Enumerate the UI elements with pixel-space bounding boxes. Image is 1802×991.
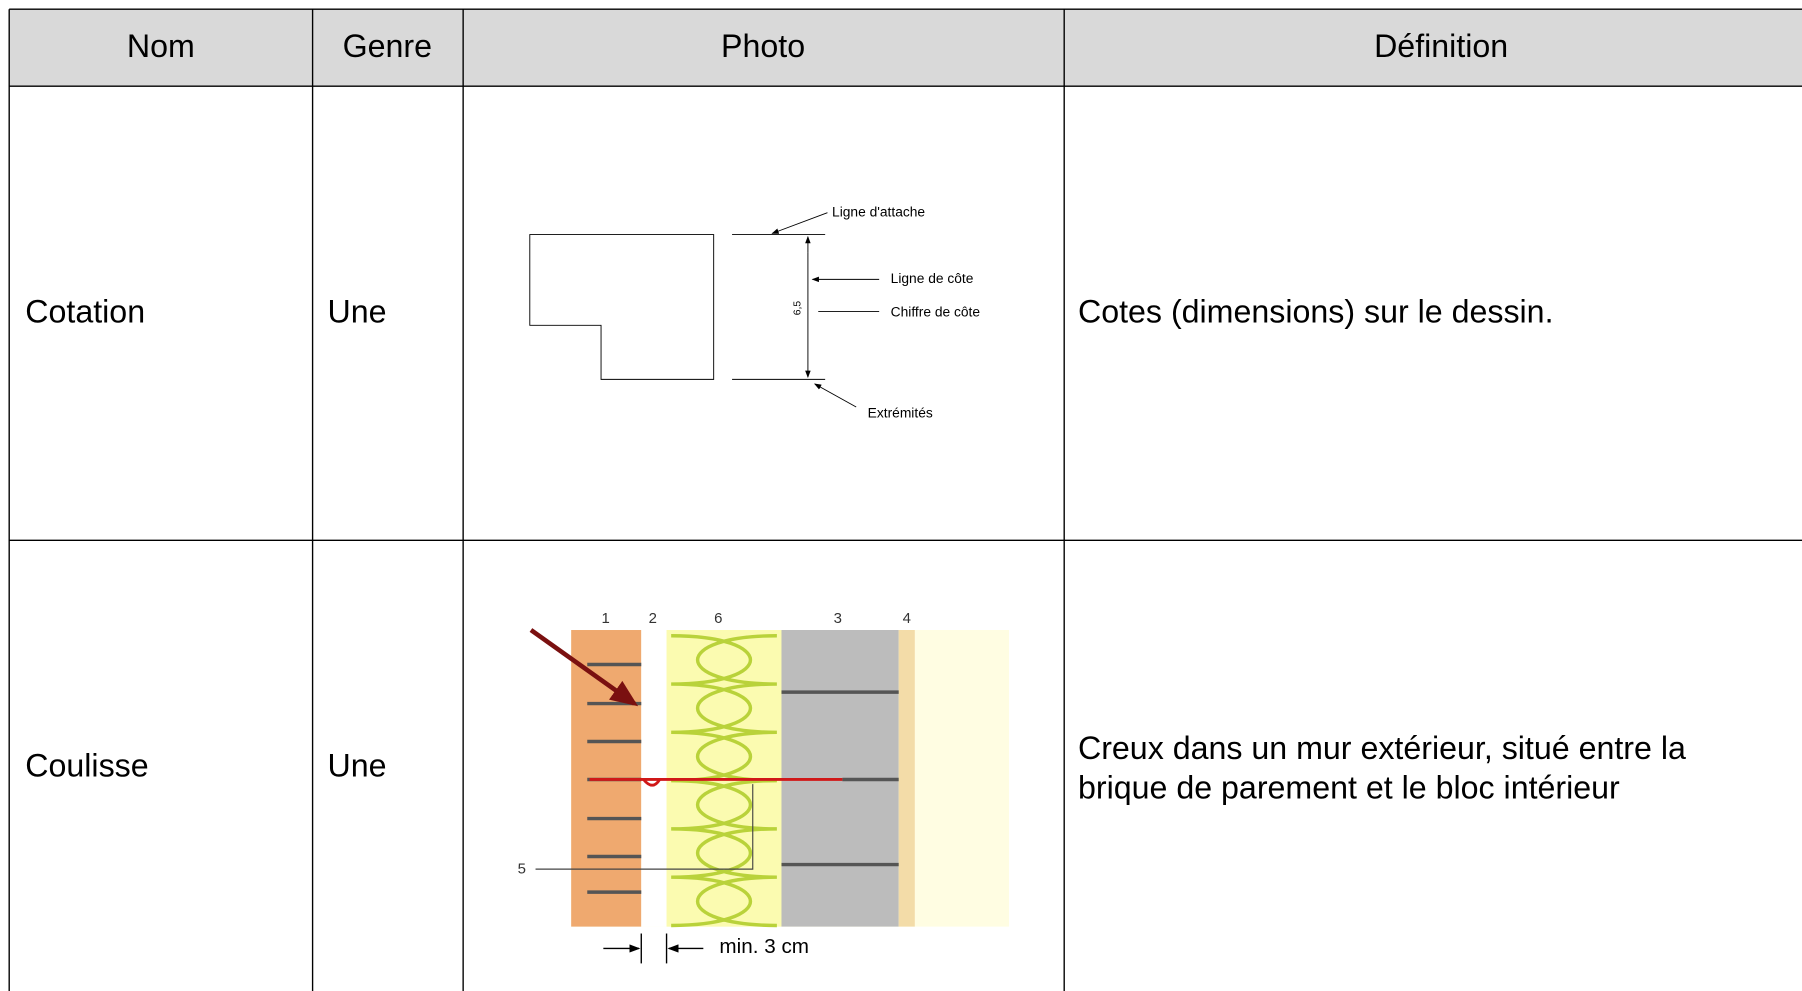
header-bg xyxy=(9,9,1802,87)
diagram-label: 5 xyxy=(518,861,526,878)
diagram-label: min. 3 cm xyxy=(719,935,809,958)
header-cell: Genre xyxy=(343,28,432,64)
diagram-label: Ligne d'attache xyxy=(832,204,925,219)
diagram-label: Extrémités xyxy=(868,406,933,421)
header-cell: Nom xyxy=(127,28,195,64)
grid xyxy=(8,8,1802,991)
diagram-label: 2 xyxy=(649,610,657,627)
diagram-label: 6 xyxy=(714,610,722,627)
name-cell: Coulisse xyxy=(25,747,148,783)
header-cell: Définition xyxy=(1374,28,1508,64)
diagram-label: 4 xyxy=(903,610,911,627)
genre-cell: Une xyxy=(328,293,387,329)
diagram-label: 3 xyxy=(834,610,842,627)
definition-line: Creux dans un mur extérieur, situé entre… xyxy=(1078,730,1686,766)
definition-cell: Cotes (dimensions) sur le dessin. xyxy=(1078,293,1554,329)
wall-diagram xyxy=(529,628,1010,964)
diagram-label: Ligne de côte xyxy=(891,271,974,286)
name-cell: Cotation xyxy=(25,293,145,329)
genre-cell: Une xyxy=(328,747,387,783)
diagram-label: Chiffre de côte xyxy=(891,304,981,319)
dimension-diagram xyxy=(529,212,880,408)
header-cell: Photo xyxy=(721,28,805,64)
diagram-label: 1 xyxy=(601,610,609,627)
definition-line: brique de parement et le bloc intérieur xyxy=(1078,769,1620,805)
diagram-label: 6,5 xyxy=(792,301,803,316)
